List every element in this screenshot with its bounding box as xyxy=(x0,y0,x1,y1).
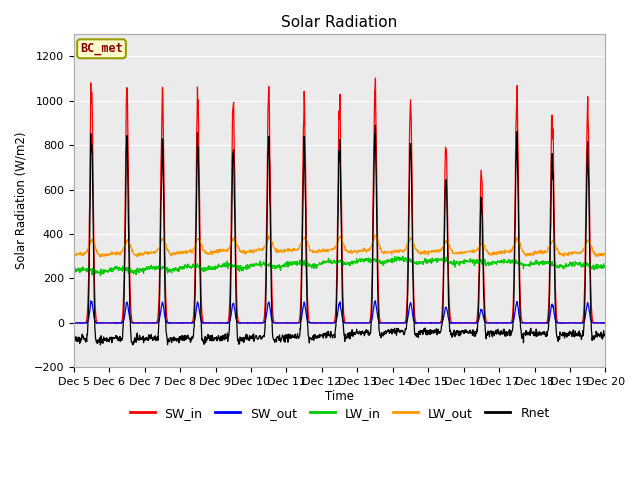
Rnet xyxy=(422,327,430,333)
SW_in xyxy=(188,320,196,325)
LW_out xyxy=(248,248,255,253)
LW_out xyxy=(70,251,77,256)
LW_out xyxy=(422,249,430,254)
Rnet xyxy=(372,122,380,128)
SW_out xyxy=(539,320,547,326)
Line: LW_out: LW_out xyxy=(74,235,605,257)
Y-axis label: Solar Radiation (W/m2): Solar Radiation (W/m2) xyxy=(15,132,28,269)
Line: Rnet: Rnet xyxy=(74,125,605,345)
LW_in xyxy=(70,270,77,276)
SW_out xyxy=(70,320,77,326)
LW_out xyxy=(175,251,183,256)
Rnet xyxy=(492,331,500,336)
LW_in xyxy=(97,273,104,278)
Rnet xyxy=(97,342,104,348)
LW_in xyxy=(422,260,430,266)
LW_in xyxy=(539,262,547,268)
Line: SW_out: SW_out xyxy=(74,301,605,324)
LW_in xyxy=(440,253,447,259)
SW_in xyxy=(601,320,609,326)
Rnet xyxy=(175,334,183,340)
LW_out xyxy=(96,254,104,260)
Title: Solar Radiation: Solar Radiation xyxy=(282,15,397,30)
SW_out xyxy=(188,320,196,326)
LW_out xyxy=(601,252,609,257)
Rnet xyxy=(188,334,196,340)
SW_in xyxy=(248,320,255,326)
Line: LW_in: LW_in xyxy=(74,256,605,276)
SW_out xyxy=(492,320,500,326)
LW_out xyxy=(492,250,500,255)
SW_out xyxy=(248,320,255,326)
Text: BC_met: BC_met xyxy=(80,42,123,55)
LW_in xyxy=(492,260,500,266)
SW_out xyxy=(175,320,183,326)
SW_in xyxy=(492,320,499,326)
Rnet xyxy=(70,340,77,346)
LW_in xyxy=(248,263,255,269)
Rnet xyxy=(248,336,255,341)
Rnet xyxy=(539,331,547,337)
LW_out xyxy=(188,248,196,254)
LW_in xyxy=(175,264,183,270)
SW_in xyxy=(70,320,77,326)
X-axis label: Time: Time xyxy=(325,390,354,403)
Rnet xyxy=(601,331,609,337)
SW_in xyxy=(175,320,183,326)
SW_out xyxy=(372,298,380,304)
SW_in xyxy=(422,320,430,326)
SW_in xyxy=(538,320,546,326)
SW_out xyxy=(601,320,609,326)
SW_in xyxy=(372,75,380,81)
LW_out xyxy=(371,232,379,238)
LW_in xyxy=(601,263,609,269)
LW_out xyxy=(539,251,547,257)
SW_out xyxy=(422,320,430,326)
SW_out xyxy=(412,321,419,326)
Legend: SW_in, SW_out, LW_in, LW_out, Rnet: SW_in, SW_out, LW_in, LW_out, Rnet xyxy=(125,402,555,424)
Line: SW_in: SW_in xyxy=(74,78,605,323)
LW_in xyxy=(188,264,196,269)
